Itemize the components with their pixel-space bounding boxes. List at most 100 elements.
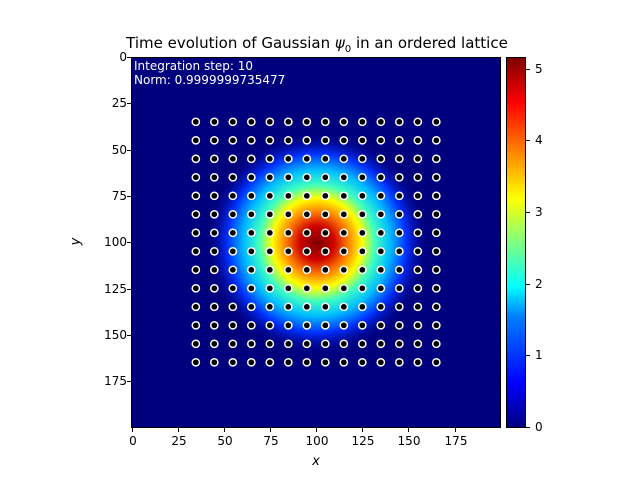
lattice-point [320,228,330,238]
lattice-point [265,117,275,127]
lattice-point [357,320,367,330]
lattice-point [191,283,201,293]
info-annotation: Integration step: 10 Norm: 0.99999997354… [134,59,285,87]
x-tick-mark [316,428,317,432]
lattice-point [376,154,386,164]
lattice-points [191,117,441,367]
lattice-point [302,283,312,293]
y-axis-label: y [68,237,84,246]
colorbar-tick-mark [526,355,530,356]
lattice-point [357,283,367,293]
lattice-point [302,135,312,145]
lattice-point [394,357,404,367]
lattice-point [228,302,238,312]
lattice-point [320,246,330,256]
lattice-point [357,302,367,312]
lattice-point [339,117,349,127]
lattice-point [302,117,312,127]
colorbar-tick-label: 0 [535,420,543,434]
lattice-point [265,135,275,145]
lattice-point [376,357,386,367]
lattice-point [283,228,293,238]
lattice-point [191,302,201,312]
colorbar-tick-label: 4 [535,133,543,147]
lattice-point [302,246,312,256]
lattice-point [339,172,349,182]
lattice-point [376,135,386,145]
lattice-point [302,154,312,164]
y-tick-label: 175 [104,374,127,388]
lattice-point [376,191,386,201]
lattice-point [228,117,238,127]
colorbar-tick-mark [526,284,530,285]
lattice-point [246,320,256,330]
lattice-point [413,172,423,182]
lattice-point [283,283,293,293]
lattice-point [191,246,201,256]
colorbar-tick-mark [526,140,530,141]
lattice-point [413,357,423,367]
lattice-point [228,339,238,349]
lattice-point [413,339,423,349]
colorbar-tick-mark [526,69,530,70]
lattice-point [191,320,201,330]
x-axis-label: x [312,454,320,469]
lattice-point [302,320,312,330]
y-tick-mark [127,196,131,197]
lattice-point [339,265,349,275]
lattice-point [357,265,367,275]
lattice-point [320,117,330,127]
lattice-point [413,283,423,293]
lattice-point [265,246,275,256]
colorbar-tick-label: 2 [535,277,543,291]
lattice-point [320,283,330,293]
lattice-point [228,228,238,238]
lattice-point [265,283,275,293]
colorbar-tick-mark [526,427,530,428]
chart-title: Time evolution of Gaussian ψ0 in an orde… [126,34,508,55]
lattice-point [431,320,441,330]
lattice-point [283,209,293,219]
x-tick-label: 175 [444,434,468,448]
colorbar-tick-mark [526,212,530,213]
lattice-point [191,339,201,349]
lattice-point [302,265,312,275]
lattice-point [413,246,423,256]
lattice-point [413,228,423,238]
y-tick-mark [127,381,131,382]
lattice-point [339,228,349,238]
lattice-point [394,339,404,349]
lattice-point [431,339,441,349]
lattice-point [283,246,293,256]
lattice-point [339,302,349,312]
lattice-point [209,283,219,293]
lattice-point [191,209,201,219]
y-tick-label: 0 [119,50,127,64]
x-tick-mark [362,428,363,432]
x-tick-mark [408,428,409,432]
lattice-point [228,135,238,145]
norm-label: Norm: 0.9999999735477 [134,73,286,87]
colorbar-tick-label: 1 [535,348,543,362]
y-tick-label: 25 [111,96,127,110]
lattice-point [209,320,219,330]
lattice-point [394,265,404,275]
lattice-point [209,265,219,275]
lattice-point [228,154,238,164]
lattice-point [431,135,441,145]
x-tick-label: 150 [397,434,421,448]
lattice-point [265,320,275,330]
lattice-point [246,209,256,219]
lattice-point [302,357,312,367]
lattice-point [357,246,367,256]
lattice-point [228,191,238,201]
lattice-point [246,339,256,349]
lattice-point [339,320,349,330]
lattice-point [413,209,423,219]
x-tick-label: 75 [263,434,279,448]
lattice-point [191,228,201,238]
lattice-point [246,265,256,275]
lattice-point [265,209,275,219]
lattice-point [339,191,349,201]
lattice-point [394,172,404,182]
